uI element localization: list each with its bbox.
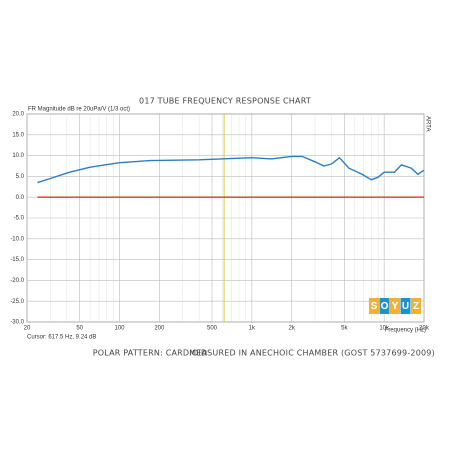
y-tick-label: -5.0 [14,216,25,222]
cursor-label: Cursor: 617.5 Hz, 9.24 dB [27,335,96,341]
logo-letter: Z [413,301,419,312]
y-tick-label: -15.0 [10,257,24,263]
chart-title: 017 TUBE FREQUENCY RESPONSE CHART [139,97,311,106]
x-tick-label: 50 [76,326,83,332]
y-tick-label: -10.0 [10,236,24,242]
series-line [37,155,425,184]
side-label: ARTA [424,116,430,131]
x-tick-label: 500 [207,326,218,332]
x-axis-label: Frequency (Hz) [385,328,426,334]
side-label-text: ARTA [424,116,430,131]
logo-box [390,298,400,314]
logo-box [400,298,411,314]
footer-right: MEASURED IN ANECHOIC CHAMBER (GOST 57376… [189,349,435,358]
y-tick-label: -30.0 [10,320,24,326]
y-tick-label: 20.0 [12,112,24,118]
y-tick-label: -25.0 [10,299,24,305]
x-tick-label: 20k [419,326,430,332]
y-tick-label: 15.0 [12,132,24,138]
logo-box [369,298,379,314]
footer-left: POLAR PATTERN: CARDIOID [93,349,208,358]
y-tick-label: 5.0 [16,174,25,180]
x-tick-label: 20 [24,326,31,332]
x-tick-label: 200 [154,326,165,332]
logo-letter: Y [392,301,399,312]
x-tick-label: 10k [379,326,390,332]
y-tick-label: 0.0 [16,195,25,201]
x-tick-label: 100 [114,326,125,332]
x-tick-label: 5k [341,326,348,332]
logo-box [379,298,390,314]
logo-box [411,298,421,314]
logo-letter: S [371,301,378,312]
y-tick-label: 10.0 [12,153,24,159]
logo-letter: O [381,301,389,312]
x-tick-label: 1k [249,326,256,332]
y-tick-label: -20.0 [10,278,24,284]
y-axis-label: FR Magnitude dB re 20uPa/V (1/3 oct) [28,107,130,113]
logo-letter: U [402,301,409,312]
x-tick-label: 2k [288,326,295,332]
